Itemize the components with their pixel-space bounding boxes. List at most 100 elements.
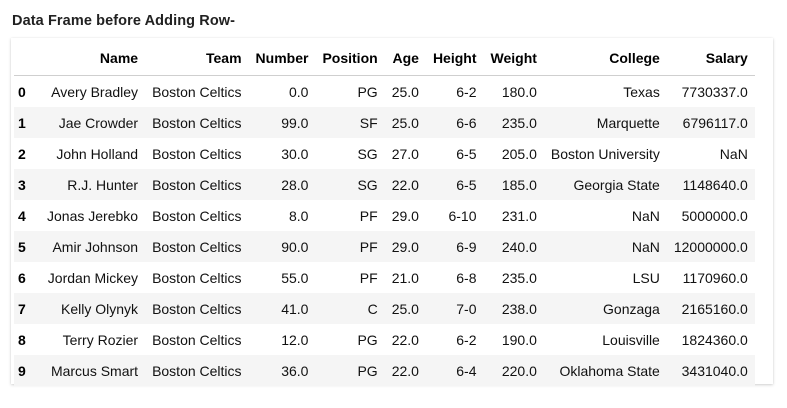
column-header: Age xyxy=(384,41,426,76)
table-row: 2 John Holland Boston Celtics 30.0 SG 27.0 6-5… xyxy=(14,138,755,169)
table-cell: 6796117.0 xyxy=(682,114,748,131)
table-cell: NaN xyxy=(631,207,660,224)
table-cell: 25.0 xyxy=(391,83,419,100)
column-header: Name xyxy=(40,41,146,76)
table-cell: Georgia State xyxy=(573,176,660,193)
table-cell: 6-4 xyxy=(456,362,477,379)
table-body: 0 Avery Bradley Boston Celtics 0.0 PG 25.0 6-2… xyxy=(14,76,755,386)
table-header-row: Name Team Number Position Age Height Weight Col… xyxy=(14,41,755,76)
table-cell: 29.0 xyxy=(391,207,419,224)
column-header: Position xyxy=(315,41,385,76)
table-cell: 3431040.0 xyxy=(681,362,748,379)
row-index: 6 xyxy=(18,269,26,286)
table-cell: Gonzaga xyxy=(603,300,660,317)
row-index: 7 xyxy=(18,300,26,317)
row-index: 5 xyxy=(18,238,26,255)
table-cell: SG xyxy=(357,176,378,193)
table-cell: 90.0 xyxy=(281,238,309,255)
table-cell: Amir Johnson xyxy=(52,238,139,255)
table-row: 5 Amir Johnson Boston Celtics 90.0 PF 29.0 6-9… xyxy=(14,231,755,262)
table-cell: 28.0 xyxy=(281,176,309,193)
column-header: Team xyxy=(145,41,249,76)
table-cell: 8.0 xyxy=(288,207,309,224)
dataframe-table: Name Team Number Position Age Height Weight Col… xyxy=(14,41,755,386)
table-cell: 240.0 xyxy=(501,238,537,255)
table-cell: PG xyxy=(357,331,378,348)
row-index: 2 xyxy=(18,145,26,162)
column-header: College xyxy=(543,41,667,76)
table-cell: 6-6 xyxy=(456,114,477,131)
page-title: Data Frame before Adding Row- xyxy=(12,13,236,29)
table-cell: Boston Celtics xyxy=(152,176,242,193)
column-header: Weight xyxy=(483,41,544,76)
table-cell: 235.0 xyxy=(501,269,537,286)
table-cell: 6-8 xyxy=(456,269,477,286)
row-index: 4 xyxy=(18,207,26,224)
table-cell: 41.0 xyxy=(281,300,309,317)
index-column-header xyxy=(14,41,40,76)
table-cell: 6-5 xyxy=(456,145,477,162)
table-row: 7 Kelly Olynyk Boston Celtics 41.0 C 25.0 7-0 2… xyxy=(14,293,755,324)
table-cell: 99.0 xyxy=(281,114,309,131)
table-cell: John Holland xyxy=(56,145,139,162)
table-cell: C xyxy=(367,300,378,317)
table-cell: 205.0 xyxy=(501,145,537,162)
table-row: 8 Terry Rozier Boston Celtics 12.0 PG 22.0 6-2… xyxy=(14,324,755,355)
table-cell: Avery Bradley xyxy=(51,83,139,100)
table-cell: Boston Celtics xyxy=(152,269,242,286)
table-cell: Marquette xyxy=(596,114,660,131)
table-cell: Texas xyxy=(623,83,660,100)
table-cell: 36.0 xyxy=(281,362,309,379)
table-cell: PG xyxy=(357,362,378,379)
table-cell: LSU xyxy=(632,269,660,286)
table-cell: PF xyxy=(359,207,378,224)
table-cell: Jae Crowder xyxy=(58,114,139,131)
table-cell: 12000000.0 xyxy=(673,238,748,255)
table-cell: 22.0 xyxy=(391,362,419,379)
table-cell: Jordan Mickey xyxy=(47,269,139,286)
table-cell: 29.0 xyxy=(391,238,419,255)
row-index: 1 xyxy=(18,114,26,131)
table-cell: SG xyxy=(357,145,378,162)
table-cell: Boston Celtics xyxy=(152,145,242,162)
table-cell: 220.0 xyxy=(501,362,537,379)
table-cell: SF xyxy=(359,114,378,131)
table-cell: 238.0 xyxy=(501,300,537,317)
table-cell: 7730337.0 xyxy=(681,83,748,100)
table-cell: PF xyxy=(359,269,378,286)
column-header: Height xyxy=(425,41,484,76)
table-cell: 27.0 xyxy=(391,145,419,162)
table-cell: Boston Celtics xyxy=(152,83,242,100)
table-cell: 21.0 xyxy=(391,269,419,286)
table-cell: 12.0 xyxy=(281,331,309,348)
table-cell: 6-2 xyxy=(456,83,477,100)
table-cell: 1824360.0 xyxy=(681,331,748,348)
table-cell: 185.0 xyxy=(501,176,537,193)
table-cell: 7-0 xyxy=(456,300,477,317)
table-row: 9 Marcus Smart Boston Celtics 36.0 PG 22.0 6-4… xyxy=(14,355,755,386)
table-cell: 22.0 xyxy=(391,331,419,348)
table-row: 3 R.J. Hunter Boston Celtics 28.0 SG 22.0 6-5 1… xyxy=(14,169,755,200)
table-cell: 180.0 xyxy=(501,83,537,100)
table-cell: 55.0 xyxy=(281,269,309,286)
column-header: Number xyxy=(248,41,316,76)
table-cell: 6-10 xyxy=(448,207,477,224)
table-cell: 235.0 xyxy=(501,114,537,131)
table-cell: 6-9 xyxy=(456,238,477,255)
table-cell: NaN xyxy=(631,238,660,255)
row-index: 3 xyxy=(18,176,26,193)
table-row: 0 Avery Bradley Boston Celtics 0.0 PG 25.0 6-2… xyxy=(14,76,755,108)
table-cell: PG xyxy=(357,83,378,100)
table-cell: Terry Rozier xyxy=(62,331,139,348)
table-cell: NaN xyxy=(719,145,748,162)
table-cell: Marcus Smart xyxy=(50,362,139,379)
table-cell: 30.0 xyxy=(281,145,309,162)
table-row: 4 Jonas Jerebko Boston Celtics 8.0 PF 29.0 6-1… xyxy=(14,200,755,231)
table-cell: 2165160.0 xyxy=(681,300,748,317)
table-cell: 6-5 xyxy=(456,176,477,193)
table-cell: Jonas Jerebko xyxy=(47,207,139,224)
table-cell: PF xyxy=(359,238,378,255)
table-cell: Boston Celtics xyxy=(152,331,242,348)
table-cell: Kelly Olynyk xyxy=(61,300,139,317)
